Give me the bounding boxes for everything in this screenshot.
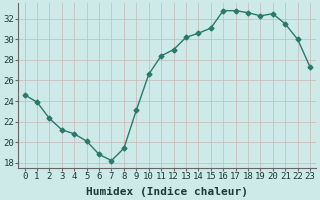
- X-axis label: Humidex (Indice chaleur): Humidex (Indice chaleur): [86, 186, 248, 197]
